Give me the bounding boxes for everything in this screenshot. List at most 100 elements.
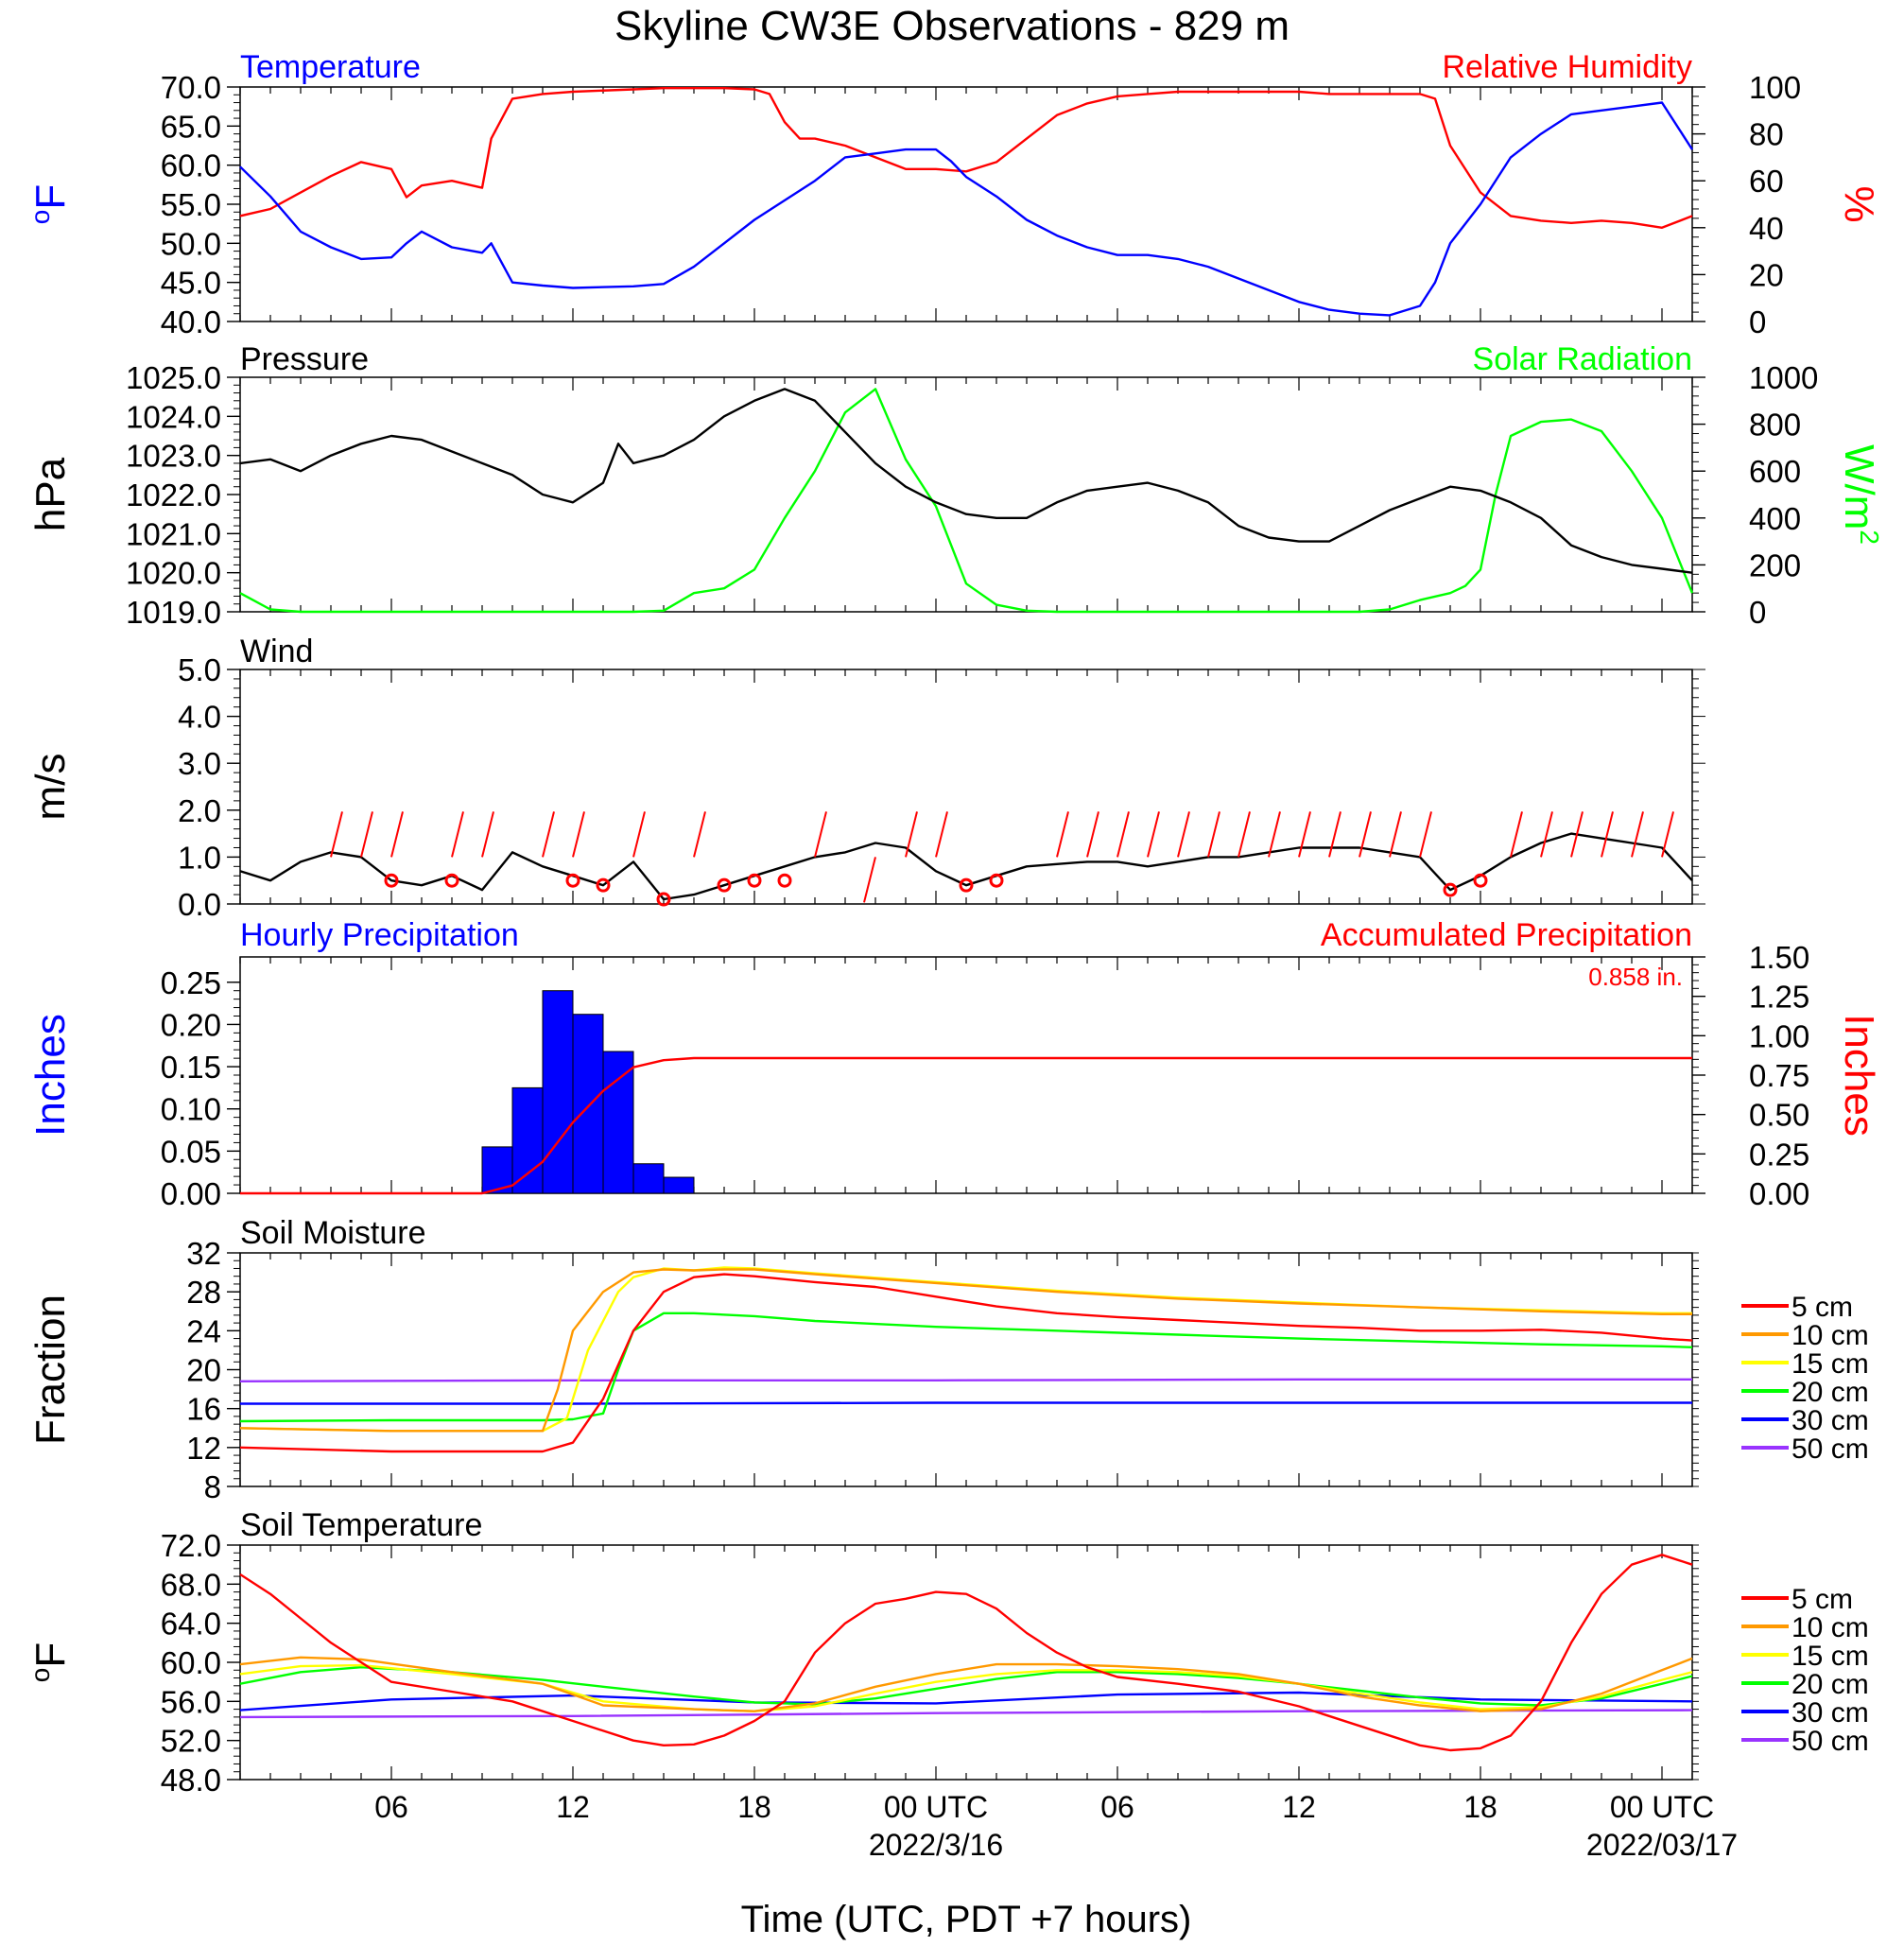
y-tick-label: 1020.0 [126,556,221,591]
legend-label: 20 cm [1791,1377,1869,1408]
y-tick-label: 3.0 [178,746,221,781]
temperature-title: Temperature [240,49,421,85]
accum-precip-title: Accumulated Precipitation [1321,917,1692,953]
wind-speed-line [239,832,1693,901]
y2-tick-label: 1.00 [1749,1018,1809,1053]
y2-tick-label: 0.75 [1749,1058,1809,1093]
y2-tick-label: 20 [1749,257,1784,292]
y-tick-label: 0.25 [161,965,221,1000]
wind-barb [1298,811,1311,858]
y-tick-label: 1025.0 [126,360,221,395]
y2-tick-label: 0.25 [1749,1137,1809,1172]
y-tick-label: 32 [186,1236,221,1271]
wind-calm-marker [1473,873,1488,888]
y-tick-label: 60.0 [161,1645,221,1680]
y-tick-label: 72.0 [161,1528,221,1563]
wind-barb [1359,811,1372,858]
solar-title: Solar Radiation [1473,341,1692,377]
y2-axis-label: W/m2 [1836,444,1884,545]
y-tick-label: 0.05 [161,1134,221,1169]
y-tick-label: 68.0 [161,1567,221,1602]
precip-bar [602,1051,634,1194]
soil-series-line [239,1312,1693,1423]
wind-barb [1510,811,1523,858]
y-tick-label: 2.0 [178,793,221,828]
wind-barb [693,811,706,858]
soil-series-line [239,1273,1693,1453]
wind-barb [935,811,948,858]
y2-axis-label: Inches [1836,1014,1882,1137]
plot-frame [239,669,1693,905]
x-tick-label: 06 [1100,1790,1134,1824]
wind-barb [1268,811,1281,858]
y-tick-label: 1022.0 [126,478,221,513]
panel-precipitation: 0.00 0.05 0.10 0.15 0.20 0.25 0.00 0.25 0.50 0.75… [27,917,1882,1211]
pressure-title: Pressure [240,341,369,377]
y-tick-label: 56.0 [161,1684,221,1719]
x-tick-label: 06 [374,1790,408,1824]
y-tick-label: 16 [186,1392,221,1427]
wind-barb [905,811,918,858]
y-tick-label: 0.00 [161,1176,221,1211]
wind-barb [1147,811,1160,858]
y-tick-label: 4.0 [178,700,221,735]
legend-label: 50 cm [1791,1433,1869,1465]
legend-label: 20 cm [1791,1669,1869,1700]
y-tick-label: 1021.0 [126,516,221,551]
soil-series-line [239,1266,1692,1433]
y-tick-label: 45.0 [161,266,221,301]
humidity-line [239,86,1693,230]
y-tick-label: 48.0 [161,1763,221,1798]
y-tick-label: 40.0 [161,304,221,339]
y-tick-label: 5.0 [178,652,221,687]
page-title: Skyline CW3E Observations - 829 m [614,3,1290,49]
y2-axis-label: % [1836,185,1882,222]
wind-calm-marker [656,892,671,907]
wind-barb [330,811,343,858]
wind-barb [1177,811,1190,858]
wind-barb [1328,811,1341,858]
y2-tick-label: 0 [1749,304,1766,339]
wind-title: Wind [240,634,313,669]
wind-barb [1116,811,1130,858]
panel-soil-temperature: 48.0 52.0 56.0 60.064.0 68.0 72.0 Soil Tempera… [26,1507,1869,1798]
wind-calm-marker [596,877,611,893]
y-tick-label: 52.0 [161,1724,221,1759]
legend-label: 30 cm [1791,1405,1869,1436]
wind-calm-marker [989,873,1004,888]
wind-barb [1601,811,1614,858]
y-tick-label: 1019.0 [126,595,221,630]
y2-tick-label: 1.50 [1749,940,1809,975]
wind-barb [632,811,646,858]
precip-bar [632,1163,665,1194]
y2-tick-label: 60 [1749,164,1784,199]
y-tick-label: 1024.0 [126,399,221,434]
y-tick-label: 1.0 [178,840,221,875]
wind-calm-marker [959,877,974,893]
y-tick-label: 55.0 [161,187,221,222]
panel-temperature-humidity: 40.045.0 50.0 55.0 60.0 65.0 70.0 0 20 40 60 80 100… [26,49,1882,339]
y-tick-label: 8 [204,1469,221,1504]
legend-label: 5 cm [1791,1584,1853,1615]
y2-tick-label: 1000 [1749,360,1818,395]
precip-total-label: 0.858 in. [1588,963,1683,991]
legend-label: 50 cm [1791,1726,1869,1757]
wind-calm-marker [444,873,459,888]
soil-series-line [239,1554,1693,1752]
legend-label: 15 cm [1791,1348,1869,1380]
soil-series-line [239,1378,1692,1383]
wind-barb [360,811,373,858]
y2-tick-label: 1.25 [1749,980,1809,1015]
y-tick-label: 28 [186,1275,221,1310]
precip-bar [572,1014,604,1194]
y-tick-label: 0.15 [161,1050,221,1085]
y-tick-label: 0.20 [161,1007,221,1042]
wind-barb [542,811,555,858]
wind-barb [1419,811,1432,858]
x-tick-label: 12 [1282,1790,1316,1824]
y-tick-label: 12 [186,1431,221,1466]
panels-group: 40.045.050.055.060.065.070.0020406080100… [26,49,1884,1862]
